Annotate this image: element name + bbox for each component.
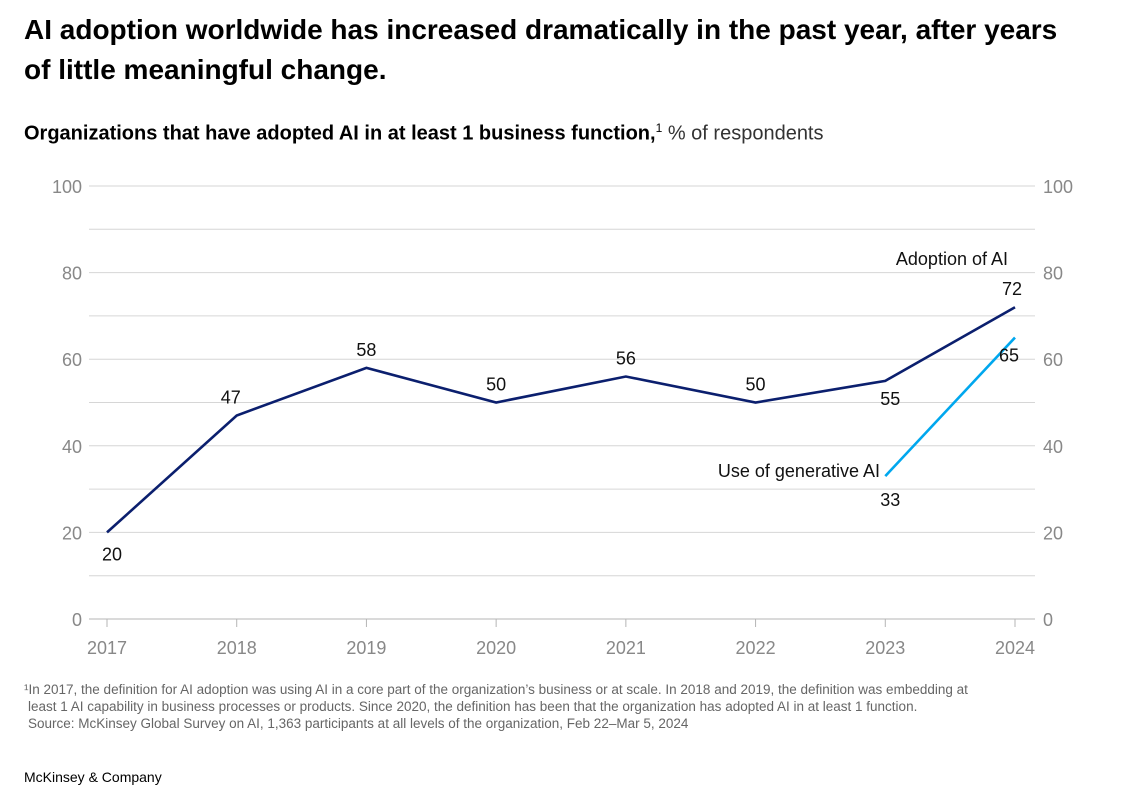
x-tick-label: 2022 (736, 638, 776, 658)
data-label: 20 (102, 544, 122, 564)
subtitle-unit: % of respondents (662, 122, 824, 145)
subtitle-main: Organizations that have adopted AI in at… (24, 122, 656, 145)
y-tick-label-left: 20 (62, 523, 82, 543)
x-tick-label: 2021 (606, 638, 646, 658)
footnote-line: least 1 AI capability in business proces… (28, 699, 918, 714)
x-tick-label: 2017 (87, 638, 127, 658)
x-tick-label: 2024 (995, 638, 1035, 658)
data-label: 33 (880, 490, 900, 510)
y-tick-label-right: 60 (1043, 350, 1063, 370)
series-line-gen-ai (884, 336, 1016, 477)
x-tick-label: 2018 (217, 638, 257, 658)
data-label: 58 (356, 340, 376, 360)
series-line-ai-adoption (106, 306, 1016, 534)
data-label: 50 (486, 375, 506, 395)
y-tick-label-left: 80 (62, 264, 82, 284)
data-label: 47 (221, 387, 241, 407)
y-tick-label-left: 0 (72, 610, 82, 630)
y-tick-label-left: 100 (52, 177, 82, 197)
y-tick-label-right: 0 (1043, 610, 1053, 630)
chart-subtitle: Organizations that have adopted AI in at… (24, 121, 824, 146)
data-label: 72 (1002, 279, 1022, 299)
data-label: 50 (746, 375, 766, 395)
data-label: 55 (880, 389, 900, 409)
brand-logo-text: McKinsey & Company (24, 769, 162, 785)
y-tick-label-left: 40 (62, 437, 82, 457)
page-title: AI adoption worldwide has increased dram… (24, 14, 1058, 85)
y-tick-label-right: 100 (1043, 177, 1073, 197)
x-tick-label: 2019 (346, 638, 386, 658)
y-tick-label-right: 40 (1043, 437, 1063, 457)
source-line: Source: McKinsey Global Survey on AI, 1,… (28, 716, 689, 731)
x-tick-label: 2023 (865, 638, 905, 658)
y-tick-label-right: 80 (1043, 264, 1063, 284)
series-label: Use of generative AI (718, 461, 880, 481)
footnote: ¹In 2017, the definition for AI adoption… (24, 681, 1084, 732)
footnote-line: ¹In 2017, the definition for AI adoption… (24, 682, 968, 697)
data-label: 56 (616, 349, 636, 369)
footnote-marker: 1 (655, 121, 663, 135)
x-tick-label: 2020 (476, 638, 516, 658)
y-tick-label-right: 20 (1043, 523, 1063, 543)
series-label: Adoption of AI (896, 249, 1008, 269)
data-label: 65 (999, 346, 1019, 366)
y-tick-label-left: 60 (62, 350, 82, 370)
